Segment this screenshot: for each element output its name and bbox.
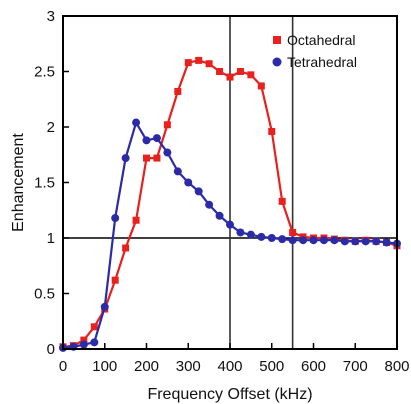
data-point-octahedral (247, 71, 255, 79)
x-tick-label: 0 (59, 358, 67, 375)
data-point-octahedral (153, 154, 161, 162)
data-point-tetrahedral (278, 235, 287, 244)
data-point-tetrahedral (90, 338, 99, 347)
x-tick-label: 400 (217, 358, 242, 375)
x-tick-label: 100 (92, 358, 117, 375)
y-tick-label: 2 (47, 119, 55, 136)
data-point-tetrahedral (288, 236, 297, 245)
data-point-tetrahedral (194, 187, 203, 196)
y-tick-label: 1 (47, 230, 55, 247)
x-axis: 0 100 200 300 400 500 600 700 800 (59, 343, 410, 375)
y-tick-label: 3 (47, 8, 55, 25)
y-tick-label: 2.5 (34, 64, 55, 81)
data-point-octahedral (226, 73, 234, 81)
x-tick-label: 700 (343, 358, 368, 375)
data-point-tetrahedral (205, 200, 214, 209)
y-axis: 0 0.5 1 1.5 2 2.5 3 (34, 8, 69, 358)
data-point-octahedral (195, 56, 203, 64)
data-point-tetrahedral (184, 178, 193, 187)
x-tick-label: 600 (301, 358, 326, 375)
legend-marker-octahedral (273, 36, 281, 44)
data-point-tetrahedral (309, 236, 318, 245)
x-tick-label: 300 (176, 358, 201, 375)
x-axis-title: Frequency Offset (kHz) (147, 386, 312, 403)
data-point-tetrahedral (246, 230, 255, 239)
data-point-tetrahedral (236, 228, 245, 237)
data-point-tetrahedral (142, 136, 151, 145)
data-point-tetrahedral (267, 234, 276, 242)
data-point-octahedral (289, 228, 297, 236)
data-point-octahedral (268, 127, 276, 135)
series-layer (59, 56, 401, 352)
y-tick-label: 1.5 (34, 175, 55, 192)
y-tick-label: 0.5 (34, 286, 55, 303)
data-point-octahedral (184, 59, 192, 67)
data-point-tetrahedral (173, 167, 182, 176)
data-point-octahedral (122, 244, 130, 252)
data-point-tetrahedral (152, 134, 161, 143)
data-point-tetrahedral (226, 220, 234, 229)
series-tetrahedral (59, 118, 401, 352)
data-point-tetrahedral (111, 214, 120, 223)
data-point-octahedral (216, 68, 224, 75)
x-tick-label: 200 (134, 358, 159, 375)
x-tick-label: 800 (384, 358, 409, 375)
data-point-tetrahedral (319, 236, 328, 245)
data-point-tetrahedral (121, 154, 130, 163)
data-point-tetrahedral (382, 238, 391, 247)
data-point-tetrahedral (257, 232, 266, 241)
x-tick-label: 500 (259, 358, 284, 375)
data-point-octahedral (205, 60, 213, 68)
data-point-octahedral (163, 121, 171, 129)
legend-label-tetrahedral: Tetrahedral (287, 54, 357, 70)
legend-marker-tetrahedral (272, 57, 282, 67)
data-point-tetrahedral (215, 211, 224, 220)
data-point-tetrahedral (330, 236, 339, 245)
data-point-tetrahedral (351, 237, 360, 246)
data-point-tetrahedral (79, 340, 88, 349)
data-point-tetrahedral (299, 236, 308, 245)
data-point-octahedral (278, 197, 286, 205)
data-point-octahedral (80, 336, 88, 344)
data-point-octahedral (174, 87, 182, 95)
data-point-tetrahedral (132, 118, 141, 127)
y-axis-title: Enhancement (10, 133, 27, 232)
data-point-tetrahedral (372, 237, 381, 246)
y-tick-label: 0 (47, 341, 55, 358)
data-point-tetrahedral (361, 237, 370, 246)
data-point-octahedral (132, 216, 140, 224)
data-point-tetrahedral (340, 237, 349, 246)
data-point-octahedral (257, 82, 265, 90)
legend-label-octahedral: Octahedral (287, 32, 355, 48)
data-point-tetrahedral (100, 302, 109, 311)
data-point-octahedral (90, 323, 98, 331)
data-point-octahedral (236, 68, 244, 75)
data-point-octahedral (111, 276, 119, 284)
data-point-tetrahedral (163, 148, 172, 157)
legend: Octahedral Tetrahedral (272, 32, 357, 70)
data-point-octahedral (143, 154, 150, 162)
